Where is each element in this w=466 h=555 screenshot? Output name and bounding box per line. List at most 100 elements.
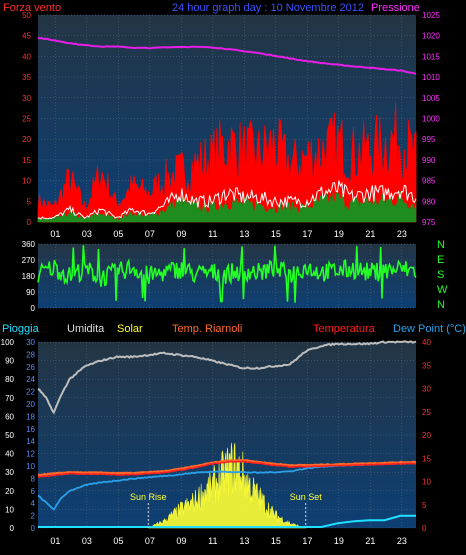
wind-tick-label: 40 [22,52,31,61]
compass-tick-label: W [437,284,448,296]
x-tick-label: 17 [302,229,312,239]
rain-tick-label: 24 [26,375,35,384]
pressure-tick-label: 1025 [422,11,440,20]
x-tick-label: 11 [208,229,217,239]
humidity-tick-label: 80 [5,375,14,384]
wind-axis-title: Forza vento [3,2,61,14]
x-tick-label: 21 [365,229,375,239]
x-tick-label: 01 [50,536,60,546]
wind-gust-area [37,101,417,223]
pressure-line [37,37,417,75]
temperature-tick-label: 30 [422,385,431,394]
pressure-tick-label: 1020 [422,32,440,41]
wind-tick-label: 10 [22,177,31,186]
x-tick-label: 05 [113,536,123,546]
temperature-x-ticks: 01 03 05 07 09 11 13 15 17 19 21 23 [50,536,407,546]
x-tick-label: 01 [50,229,60,239]
x-tick-label: 03 [82,229,92,239]
wind-average-line [37,180,417,220]
sun-marker-label: Sun Rise [130,492,167,502]
x-tick-label: 15 [271,229,281,239]
wind-axis-ticks: 0 5 10 15 20 25 30 35 40 45 50 [22,11,31,227]
pressure-tick-label: 1005 [422,94,440,103]
humidity-tick-label: 50 [5,431,14,440]
wind-tick-label: 45 [22,32,31,41]
humidity-label: Umidita [67,323,105,335]
humidity-tick-label: 60 [5,412,14,421]
dew-point-label: Dew Point (°C) [393,323,466,335]
humidity-tick-label: 10 [5,505,14,514]
rain-tick-label: 6 [31,487,36,496]
wind-tick-label: 25 [22,115,31,124]
temperature-tick-label: 0 [422,524,427,533]
direction-grid [38,243,416,309]
wind-x-ticks: 01 03 05 07 09 11 13 15 17 19 21 23 [50,229,407,239]
humidity-tick-label: 30 [5,468,14,477]
rain-tick-label: 4 [31,499,36,508]
rain-tick-label: 14 [26,437,35,446]
x-tick-label: 09 [176,229,186,239]
wind-tick-label: 35 [22,73,31,82]
x-tick-label: 09 [176,536,186,546]
temperature-tick-label: 40 [422,338,431,347]
pressure-tick-label: 985 [422,177,436,186]
x-tick-label: 15 [271,536,281,546]
direction-tick-label: 270 [22,256,36,265]
direction-axis-ticks: 0 90 180 270 360 [22,240,36,313]
chart-title: 24 hour graph day : 10 Novembre 2012 [172,2,364,14]
rain-tick-label: 12 [26,450,35,459]
temp-inside-label: Temp. Riarnoli [172,323,242,335]
sun-annotations: Sun Rise Sun Set [130,492,322,528]
wind-low-area [37,190,417,223]
rain-tick-label: 30 [26,338,35,347]
temperature-axis-ticks: 0 5 10 15 20 25 30 35 40 [422,338,431,533]
direction-tick-label: 360 [22,240,36,249]
pressure-tick-label: 975 [422,218,436,227]
pressure-tick-label: 1010 [422,73,440,82]
compass-tick-label: N [437,299,445,311]
rain-tick-label: 10 [26,462,35,471]
pressure-axis-ticks: 975 980 985 990 995 1000 1005 1010 1015 1020 1025 [422,11,440,227]
solar-label: Solar [117,323,143,335]
wind-tick-label: 20 [22,135,31,144]
wind-tick-label: 30 [22,94,31,103]
wind-tick-label: 15 [22,156,31,165]
pressure-tick-label: 1000 [422,115,440,124]
wind-tick-label: 50 [22,11,31,20]
humidity-tick-label: 70 [5,394,14,403]
direction-tick-label: 0 [31,304,36,313]
rain-tick-label: 8 [31,474,36,483]
rain-tick-label: 20 [26,400,35,409]
rain-tick-label: 16 [26,425,35,434]
temperature-tick-label: 5 [422,501,427,510]
humidity-tick-label: 20 [5,487,14,496]
direction-line [37,245,417,303]
x-tick-label: 03 [82,536,92,546]
sun-marker-label: Sun Set [290,492,323,502]
temperature-tick-label: 25 [422,408,431,417]
humidity-line [37,340,417,415]
wind-gust-bars [37,101,417,223]
pressure-tick-label: 980 [422,197,436,206]
temperature-tick-label: 35 [422,361,431,370]
rain-label: Pioggia [2,323,40,335]
pressure-tick-label: 990 [422,156,436,165]
compass-tick-label: E [437,254,444,266]
x-tick-label: 23 [397,229,407,239]
wind-tick-label: 5 [27,197,32,206]
humidity-axis-ticks: 0 10 20 30 40 50 60 70 80 90 100 [1,338,15,533]
x-tick-label: 11 [208,536,217,546]
direction-tick-label: 90 [26,288,35,297]
rain-tick-label: 2 [31,512,36,521]
x-tick-label: 13 [239,229,249,239]
temperature-series [37,340,417,528]
temp-inside-line [37,459,417,477]
pressure-axis-title: Pressione [371,2,420,14]
temperature-tick-label: 10 [422,478,431,487]
compass-tick-label: S [437,269,444,281]
humidity-tick-label: 40 [5,450,14,459]
